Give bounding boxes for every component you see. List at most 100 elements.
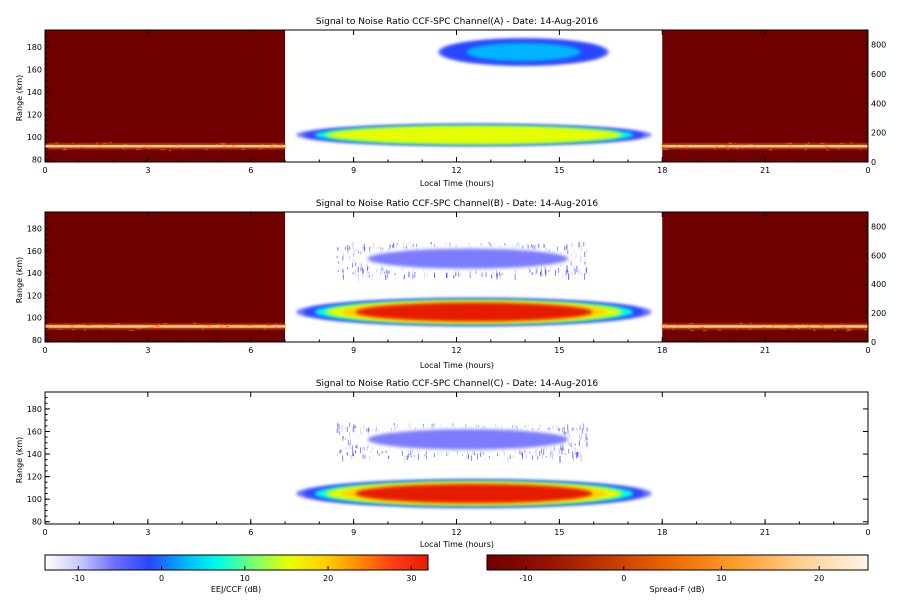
y2-tick-label: 200 [871,309,886,318]
echo-streak [539,450,541,456]
x-tick-label: 9 [351,166,356,175]
spread-f-speck [702,330,708,332]
echo-streak [571,427,573,431]
spread-f-speck [677,325,679,327]
echo-streak [388,455,390,459]
echo-streak [401,450,403,452]
echo-streak [446,272,448,279]
echo-streak [537,428,539,431]
echo-streak [453,275,455,279]
echo-streak [540,265,542,272]
echo-streak [497,452,499,457]
panel-channel-a: Signal to Noise Ratio CCF-SPC Channel(A)… [15,17,886,188]
spread-f-speck [728,142,732,144]
echo-streak [369,455,371,461]
echo-streak [430,242,432,245]
spread-f-speck [54,142,59,144]
echo-streak [581,428,583,434]
y-tick-label: 140 [27,269,42,278]
echo-streak [462,454,464,456]
echo-streak [527,244,529,249]
spread-f-speck [247,325,251,327]
echo-streak [368,430,370,432]
echo-streak [415,271,417,274]
echo-streak [427,271,429,273]
echo-streak [572,455,574,462]
spread-f-speck [836,148,841,150]
x-tick-label: 12 [451,346,461,355]
echo-streak [389,244,391,250]
echo-streak [552,425,554,430]
spread-f-speck [65,323,67,325]
echo-streak [567,429,569,435]
echo-streak [342,436,344,438]
spread-f-speck [806,324,811,326]
echo-streak [352,454,354,456]
echo-layer [355,127,593,143]
echo-streak [568,448,570,454]
echo-streak [351,445,353,452]
echo-streak [566,265,568,273]
echo-streak [543,244,545,248]
echo-streak [535,450,537,457]
y-tick-label: 120 [27,473,42,482]
x-tick-label: 15 [554,346,564,355]
echo-streak [356,443,358,449]
x-tick-label: 12 [451,166,461,175]
echo-streak [426,274,428,278]
panel-c-ylabel: Range (km) [15,437,24,484]
echo-streak [347,247,349,255]
x-tick-label: 0 [865,166,870,175]
spread-f-speck [812,329,817,331]
echo-streak [342,436,344,441]
colorbar-tick-label: 10 [716,574,726,583]
echo-streak [412,274,414,280]
spread-f-speck [715,146,719,148]
plot-area [45,212,868,342]
echo-streak [369,246,371,254]
echo-streak [342,269,344,273]
echo-streak [560,443,562,450]
echo-streak [517,242,519,246]
spread-f-speck [269,145,274,147]
spread-f-speck [163,323,168,325]
spread-f-speck [802,324,804,326]
echo-streak [370,248,372,250]
echo-streak [580,424,582,429]
y-tick-label: 80 [32,518,42,527]
echo-streak [460,272,462,276]
echo-streak [570,254,572,257]
echo-streak [552,454,554,460]
echo-streak [578,246,580,249]
y2-tick-label: 0 [871,338,876,347]
spread-f-speck [846,328,851,330]
echo-streak [574,447,576,451]
echo-streak [563,431,565,436]
echo-streak [347,439,349,446]
echo-streak [388,270,390,274]
x-tick-label: 12 [451,528,461,537]
echo-streak [579,437,581,440]
echo-streak [412,243,414,249]
echo-streak [576,452,578,457]
spread-f-speck [834,330,837,332]
echo-streak [357,266,359,273]
echo-streak [404,455,406,463]
echo-streak [384,450,386,454]
spread-f-speck [809,328,811,330]
echo-streak [526,454,528,457]
echo-streak [392,244,394,248]
echo-streak [401,450,403,453]
echo-streak [535,267,537,275]
echo-streak [354,450,356,454]
echo-streak [427,451,429,453]
echo-streak [433,452,435,458]
spread-f-speck [729,143,733,145]
spread-f-speck [220,143,225,145]
echo-streak [380,451,382,455]
spread-f-speck [249,325,252,327]
echo-streak [577,452,579,458]
spread-f-speck [207,325,211,327]
echo-streak [386,450,388,453]
panel-a-plot: 0 3 6 9 12 15 18 21 0801001201401601800200400600… [27,29,886,175]
